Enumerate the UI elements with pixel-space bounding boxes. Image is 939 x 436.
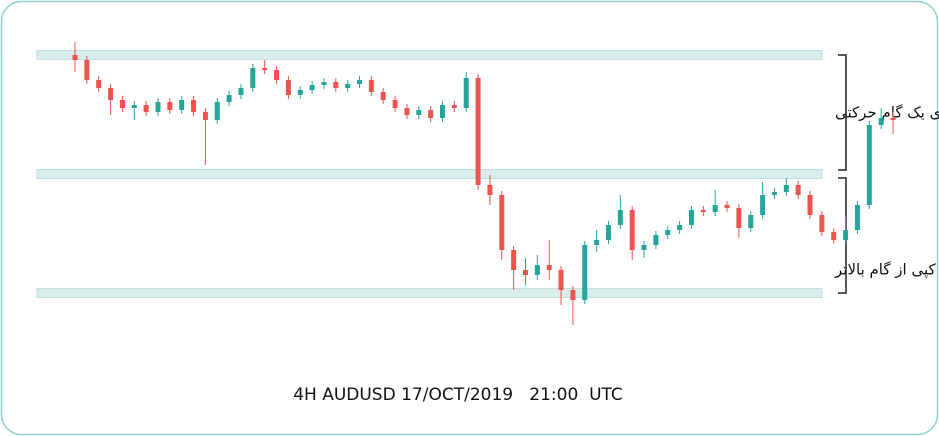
- candle-body: [582, 245, 588, 300]
- candle-body: [594, 240, 600, 245]
- candle-body: [428, 110, 434, 118]
- candle-body: [617, 210, 623, 225]
- candle-body: [357, 80, 363, 84]
- level-band: [36, 50, 823, 60]
- candle-body: [108, 88, 114, 100]
- bracket: [838, 54, 847, 171]
- candle-body: [511, 250, 517, 270]
- candle-body: [771, 192, 777, 195]
- candle-body: [783, 185, 789, 192]
- candle-body: [72, 55, 78, 60]
- candle-body: [262, 68, 268, 70]
- candle-body: [760, 195, 766, 215]
- candle-body: [570, 290, 576, 300]
- candle-body: [96, 80, 102, 88]
- candle-body: [605, 225, 611, 240]
- candle-body: [890, 118, 896, 120]
- candle-body: [819, 215, 825, 232]
- candle-body: [700, 210, 706, 212]
- candle-body: [522, 270, 528, 275]
- candle-body: [368, 80, 374, 92]
- candle-body: [463, 78, 469, 108]
- candle-body: [854, 205, 860, 230]
- candle-body: [440, 105, 446, 118]
- candle-body: [688, 210, 694, 225]
- candle-body: [451, 105, 457, 108]
- candle-body: [285, 80, 291, 95]
- candle-body: [191, 100, 197, 112]
- candle-body: [333, 82, 339, 88]
- candle-body: [878, 118, 884, 125]
- candle-body: [167, 102, 173, 110]
- candle-body: [665, 230, 671, 235]
- chart-title: 4H AUDUSD 17/OCT/2019 21:00 UTC: [293, 385, 623, 405]
- candle-body: [748, 215, 754, 228]
- annotation: اندازه گیری یک گام حرکتی: [835, 104, 939, 122]
- candle-body: [297, 90, 303, 95]
- candle-body: [558, 270, 564, 290]
- candle-body: [641, 245, 647, 250]
- candle-body: [843, 230, 849, 240]
- candle-body: [392, 100, 398, 108]
- candle-body: [487, 185, 493, 195]
- candle-body: [546, 265, 552, 270]
- candle-body: [202, 112, 208, 120]
- candle-body: [499, 195, 505, 250]
- annotation: کپی از گام بالاتر: [834, 261, 936, 280]
- candle-body: [143, 105, 149, 112]
- candle-body: [677, 225, 683, 230]
- candle-body: [131, 105, 137, 108]
- candle-body: [238, 88, 244, 95]
- candle-body: [380, 92, 386, 100]
- candle-body: [345, 84, 351, 88]
- candle-body: [214, 102, 220, 120]
- candle-body: [155, 102, 161, 112]
- candle-body: [475, 78, 481, 185]
- candle-body: [724, 205, 730, 208]
- candle-body: [309, 85, 315, 90]
- candle-body: [404, 108, 410, 115]
- candle-body: [807, 195, 813, 215]
- candle-body: [274, 70, 280, 80]
- candle-body: [736, 208, 742, 228]
- candle-body: [119, 100, 125, 108]
- candle-body: [250, 68, 256, 88]
- candle-body: [321, 82, 327, 85]
- candle-body: [179, 100, 185, 110]
- level-band: [36, 169, 823, 179]
- level-band: [36, 288, 823, 298]
- candle-body: [795, 185, 801, 195]
- candle-body: [653, 235, 659, 245]
- candle-body: [866, 125, 872, 205]
- candle-body: [84, 60, 90, 80]
- candle-body: [831, 232, 837, 240]
- candle-body: [226, 95, 232, 102]
- candle-body: [534, 265, 540, 275]
- candle-body: [629, 210, 635, 250]
- candle-body: [712, 205, 718, 212]
- candle-body: [416, 110, 422, 115]
